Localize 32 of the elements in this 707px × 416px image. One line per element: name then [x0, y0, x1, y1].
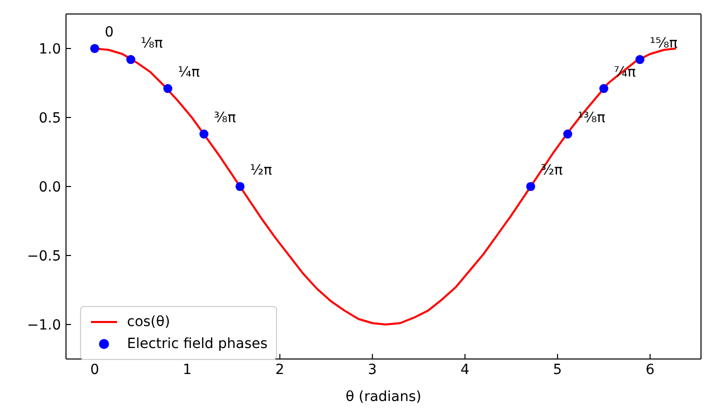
point	[563, 130, 572, 139]
x-tick-label: 4	[460, 362, 470, 378]
x-tick-label: 0	[90, 362, 100, 378]
x-tick-label: 5	[553, 362, 562, 378]
point	[199, 130, 208, 139]
annotation: ³⁄₈π	[214, 110, 236, 126]
annotation: ¹³⁄₈π	[578, 110, 606, 126]
annotation: ¹⁄₄π	[178, 64, 200, 81]
y-tick-label: 0.0	[38, 179, 61, 196]
point	[526, 182, 536, 192]
x-tick-label: 6	[646, 362, 655, 378]
x-tick-label: 3	[368, 362, 377, 378]
annotation: ¹⁵⁄₈π	[650, 36, 678, 52]
y-tick-label: 1.0	[38, 41, 61, 58]
y-tick-label: 0.5	[38, 110, 61, 126]
annotation: ³⁄₂π	[540, 162, 564, 178]
point	[599, 84, 608, 94]
point	[126, 55, 136, 64]
point	[236, 182, 245, 192]
y-tick-label: −0.5	[27, 248, 61, 264]
point	[163, 84, 172, 94]
y-tick-label: −1.0	[27, 317, 61, 334]
x-axis-title: θ (radians)	[346, 389, 422, 405]
legend-label: Electric field phases	[127, 335, 268, 354]
point	[635, 55, 644, 64]
annotation: 0	[104, 24, 114, 40]
point	[90, 44, 100, 54]
annotation: ¹⁄₂π	[250, 162, 273, 178]
x-tick-label: 1	[182, 362, 192, 378]
legend-label: cos(θ)	[127, 313, 170, 332]
annotation: ¹⁄₈π	[140, 36, 164, 52]
x-tick-label: 2	[275, 362, 284, 378]
